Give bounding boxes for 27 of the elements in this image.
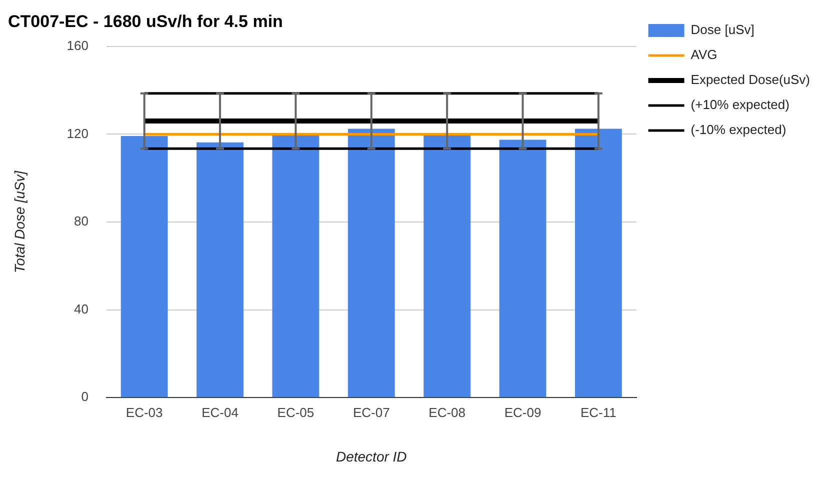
legend-label: (+10% expected) — [690, 97, 790, 112]
y-tick-label: 0 — [81, 389, 88, 404]
bar — [348, 128, 395, 398]
bar — [120, 136, 168, 398]
bar — [196, 142, 244, 398]
x-tick-label: EC-03 — [126, 404, 163, 420]
legend-label: AVG — [690, 47, 718, 62]
bar — [499, 140, 546, 398]
x-axis-title: Detector ID — [336, 448, 407, 464]
x-tick-label: EC-04 — [202, 404, 238, 420]
legend-label: Expected Dose(uSv) — [690, 72, 810, 88]
y-tick-label: 80 — [74, 214, 88, 229]
bar — [424, 135, 471, 398]
legend-label: Dose [uSv] — [690, 22, 754, 38]
y-tick-label: 120 — [66, 126, 88, 141]
y-tick-label: 40 — [74, 301, 88, 316]
x-tick-label: EC-07 — [352, 404, 390, 420]
chart-title: CT007-EC - 1680 uSv/h for 4.5 min — [8, 12, 283, 31]
y-tick-label: 160 — [66, 38, 88, 53]
x-tick-label: EC-11 — [580, 404, 616, 420]
x-tick-label: EC-09 — [504, 404, 542, 420]
bar — [272, 134, 320, 398]
x-tick-label: EC-05 — [277, 404, 314, 420]
y-axis-title: Total Dose [uSv] — [11, 170, 28, 274]
x-tick-label: EC-08 — [428, 404, 466, 420]
bar — [574, 128, 622, 398]
legend-label: (-10% expected) — [690, 122, 786, 138]
